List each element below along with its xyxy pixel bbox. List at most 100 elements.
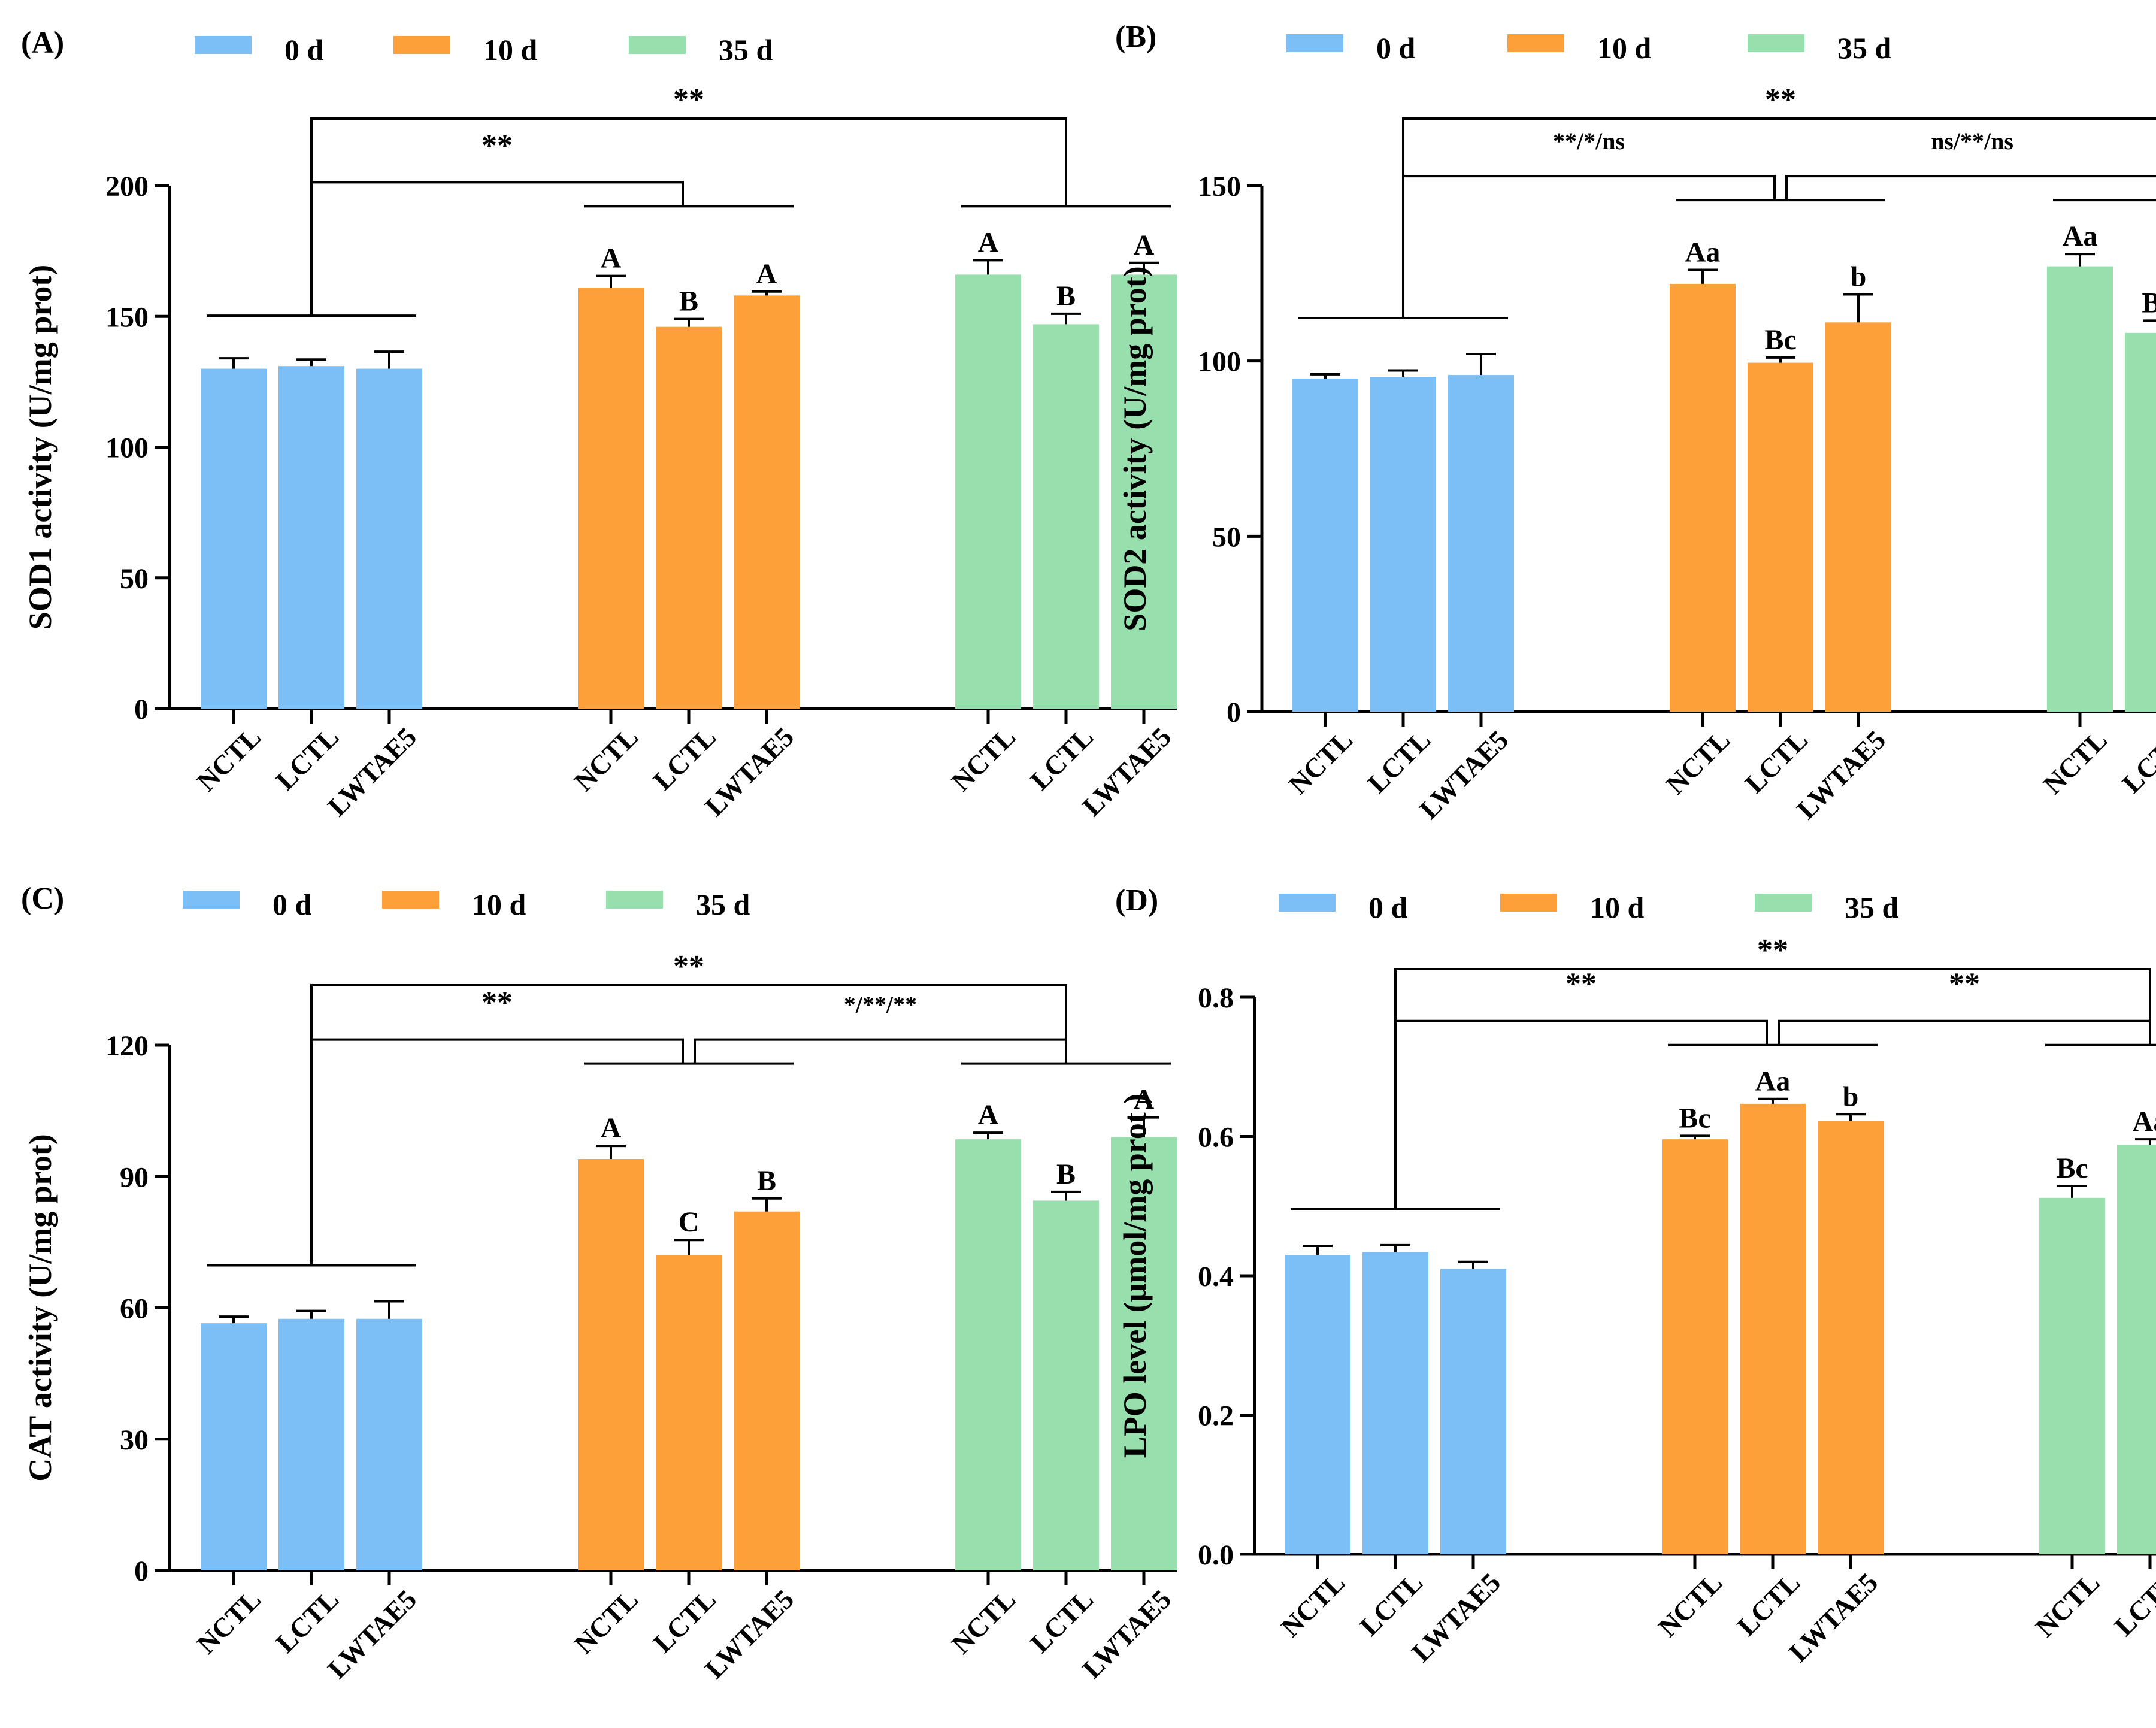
significance-letter: B — [1056, 280, 1076, 312]
bar — [1825, 322, 1891, 712]
bar — [1448, 375, 1514, 712]
significance-bracket — [1785, 175, 2156, 201]
significance-letter: A — [756, 258, 777, 290]
bar — [1111, 274, 1177, 709]
y-tick-label: 0.0 — [1198, 1539, 1234, 1571]
legend-swatch — [195, 36, 252, 54]
y-axis-label: SOD1 activity (U/mg prot) — [22, 265, 58, 630]
bar — [656, 326, 722, 709]
x-tick-label: LCTL — [2116, 724, 2156, 799]
significance-letter: Bc — [1764, 324, 1796, 356]
y-axis-label: SOD2 activity (U/mg prot) — [1117, 266, 1153, 631]
bar — [1818, 1121, 1884, 1554]
x-tick-label: NCTL — [1275, 1567, 1350, 1642]
significance-letter: Bc — [2142, 287, 2156, 319]
significance-letter: Aa — [2133, 1106, 2156, 1137]
bracket-label: ** — [673, 83, 704, 117]
bar — [734, 295, 800, 709]
significance-letter: C — [679, 1206, 700, 1238]
legend-label: 35 d — [696, 888, 750, 921]
legend-label: 10 d — [1590, 891, 1645, 924]
y-tick-label: 50 — [120, 563, 149, 595]
y-tick-label: 200 — [105, 171, 149, 202]
bar — [1033, 1200, 1099, 1570]
x-tick-label: NCTL — [568, 721, 644, 797]
bar — [1370, 377, 1436, 712]
x-tick-label: LCTL — [270, 721, 345, 796]
panel-b: (B) 0 d 10 d 35 d SOD2 activity (U/mg prot) 0… — [1115, 20, 2156, 825]
bracket-label: ns/**/ns — [1931, 128, 2013, 155]
significance-letter: A — [1134, 229, 1155, 261]
panel-label: (B) — [1115, 20, 1156, 54]
bar — [1285, 1255, 1350, 1554]
legend-swatch — [629, 36, 686, 54]
legend-label: 0 d — [1376, 31, 1416, 65]
bracket-label: **/*/ns — [1553, 128, 1625, 155]
bar — [278, 366, 344, 709]
significance-letter: A — [1134, 1084, 1155, 1116]
y-tick-label: 60 — [120, 1293, 149, 1325]
bar — [356, 1318, 422, 1570]
significance-letter: b — [1843, 1081, 1859, 1112]
y-tick-label: 0.8 — [1198, 982, 1234, 1014]
y-axis-label: CAT activity (U/mg prot) — [22, 1134, 58, 1481]
significance-letter: Aa — [1755, 1066, 1791, 1097]
x-tick-label: LCTL — [647, 721, 722, 796]
bar — [734, 1211, 800, 1570]
x-tick-label: LCTL — [1731, 1567, 1806, 1642]
bar — [2047, 266, 2113, 712]
panel-d: (D) 0 d 10 d 35 d LPO level (μmol/mg prot ) 0… — [1115, 883, 2156, 1668]
bar — [578, 288, 644, 709]
significance-bracket — [310, 984, 1067, 1266]
panel-label: (A) — [21, 26, 64, 60]
legend-swatch — [1748, 34, 1804, 52]
bar — [1362, 1252, 1428, 1554]
x-tick-label: LCTL — [2109, 1567, 2156, 1642]
x-tick-label: NCTL — [2030, 1567, 2105, 1642]
bar — [2125, 332, 2156, 712]
x-tick-label: LCTL — [647, 1584, 722, 1659]
bar — [356, 368, 422, 709]
significance-letter: A — [978, 1099, 999, 1131]
legend-label: 10 d — [483, 33, 538, 66]
bracket-label: */**/** — [844, 991, 917, 1018]
x-tick-label: LCTL — [1354, 1567, 1429, 1642]
significance-bracket — [1394, 968, 2151, 1209]
significance-letter: B — [679, 286, 698, 317]
y-tick-label: 0 — [1227, 697, 1241, 728]
bar — [1670, 283, 1736, 712]
bar — [578, 1159, 644, 1570]
panel-label: (C) — [21, 882, 64, 916]
bracket-label: ** — [673, 949, 704, 983]
x-tick-label: NCTL — [946, 721, 1021, 797]
x-tick-label: NCTL — [568, 1584, 644, 1659]
significance-letter: Bc — [2056, 1152, 2088, 1184]
legend-swatch — [1286, 34, 1343, 52]
legend-swatch — [382, 891, 439, 909]
x-tick-label: LCTL — [1025, 721, 1100, 796]
legend-label: 10 d — [472, 888, 526, 921]
legend-label: 35 d — [719, 33, 773, 66]
y-tick-label: 0 — [134, 1555, 149, 1587]
significance-letter: A — [601, 243, 622, 274]
bracket-label: ** — [1765, 83, 1796, 117]
y-tick-label: 100 — [105, 432, 149, 464]
legend-swatch — [1507, 34, 1564, 52]
bar — [201, 368, 267, 709]
y-tick-label: 150 — [105, 301, 149, 333]
bar — [1440, 1269, 1506, 1554]
bracket-label: ** — [482, 128, 513, 162]
x-tick-label: NCTL — [191, 721, 267, 797]
significance-bracket — [1402, 117, 2156, 318]
bar — [955, 1139, 1021, 1570]
legend-swatch — [183, 891, 240, 909]
legend-label: 0 d — [284, 33, 324, 66]
x-tick-label: LCTL — [1362, 724, 1437, 799]
significance-bracket — [1778, 1019, 2151, 1045]
panel-label: (D) — [1115, 883, 1158, 918]
significance-letter: Aa — [2063, 220, 2098, 252]
legend-label: 10 d — [1597, 31, 1652, 65]
bar — [2117, 1145, 2156, 1554]
panel-a: (A) 0 d 10 d 35 d SOD1 activity (U/mg prot) 0… — [21, 26, 1177, 822]
